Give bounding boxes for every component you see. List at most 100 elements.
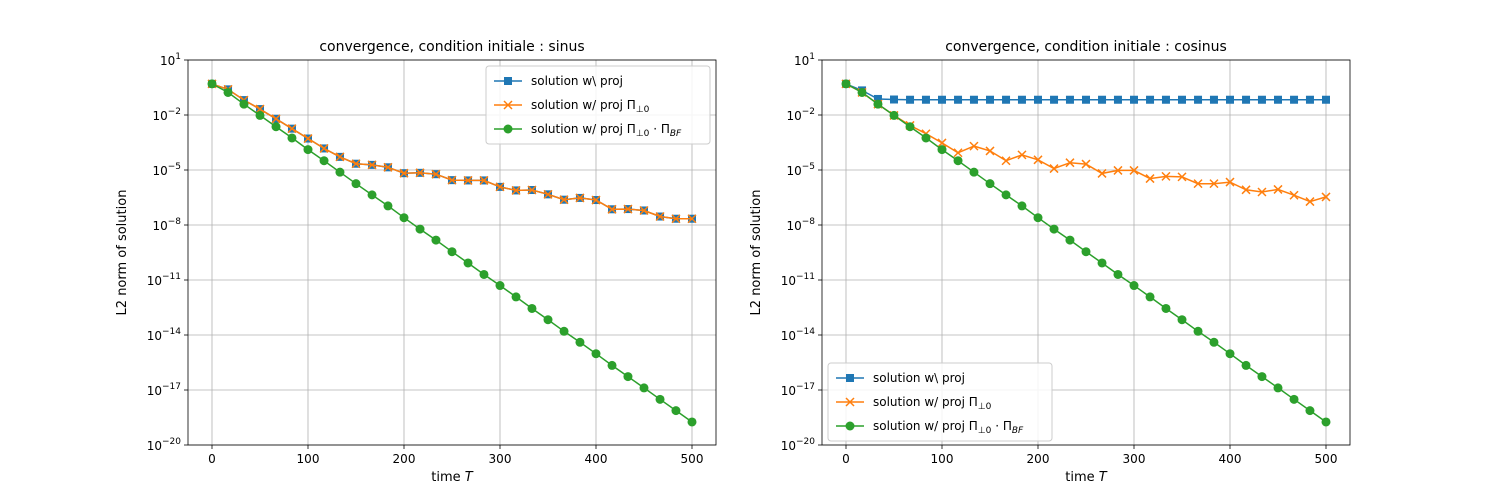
y-tick-label: 10−14 xyxy=(147,327,182,343)
series-2-point xyxy=(383,162,393,172)
legend-item-3: solution w/ proj Π⊥0 · ΠBF xyxy=(836,419,1024,436)
series-3 xyxy=(841,79,1331,427)
y-axis-label: L2 norm of solution xyxy=(115,190,130,316)
series-3-point xyxy=(1209,337,1219,347)
series-1-point xyxy=(1002,95,1011,104)
chart-title: convergence, condition initiale : cosinu… xyxy=(945,39,1227,55)
series-1-point xyxy=(1050,95,1059,104)
series-3-point xyxy=(1193,326,1203,336)
series-1-point xyxy=(906,95,915,104)
series-3-point xyxy=(1001,190,1011,200)
series-2-point xyxy=(671,214,681,224)
x-axis-label: time T xyxy=(1065,470,1108,485)
series-1-point xyxy=(986,95,994,104)
series-3-point xyxy=(463,258,473,268)
series-2-point xyxy=(1193,179,1203,189)
series-2-point xyxy=(1289,190,1299,200)
series-3-point xyxy=(351,179,361,189)
legend-marker xyxy=(845,397,855,407)
series-1-point xyxy=(1226,95,1234,104)
legend-item-2: solution w/ proj Π⊥0 xyxy=(836,395,992,412)
series-3-point xyxy=(1065,235,1075,245)
legend-label: solution w\ proj xyxy=(531,74,623,88)
series-2-point xyxy=(1209,179,1219,189)
series-2-point xyxy=(953,148,963,158)
y-tick-label: 10−2 xyxy=(786,107,815,123)
series-3-point xyxy=(1273,383,1283,393)
series-3-point xyxy=(1161,303,1171,313)
y-tick-label: 10−20 xyxy=(781,437,816,453)
legend-item-2: solution w/ proj Π⊥0 xyxy=(494,98,650,115)
x-tick-label: 400 xyxy=(1219,452,1242,466)
series-3-point xyxy=(1177,315,1187,325)
series-1-point xyxy=(1322,95,1330,104)
left-chart-panel: 0 100 200 300 400 500 101 10−2 10−5 10−8 10−11 10−1… xyxy=(115,39,717,485)
series-2-point xyxy=(1257,187,1267,197)
series-3-point xyxy=(239,99,249,109)
series-3-point xyxy=(873,99,883,109)
x-tick-label: 200 xyxy=(393,452,416,466)
legend-marker xyxy=(503,100,513,110)
series-2-point xyxy=(1305,197,1315,207)
y-tick-label: 10−11 xyxy=(781,272,815,288)
series-1-point xyxy=(1209,95,1218,104)
series-2-point xyxy=(687,214,697,224)
x-tick-label: 300 xyxy=(489,452,512,466)
y-tick-label: 10−8 xyxy=(152,217,181,233)
series-1-point xyxy=(1065,95,1074,104)
x-tick-label: 200 xyxy=(1027,452,1050,466)
y-tick-label: 10−14 xyxy=(781,327,816,343)
series-2-point xyxy=(415,168,425,178)
series-3-point xyxy=(1145,292,1155,302)
series-2-point xyxy=(1017,150,1027,160)
x-tick-label: 300 xyxy=(1123,452,1146,466)
legend-label: solution w/ proj Π⊥0 xyxy=(531,98,650,115)
series-2-point xyxy=(1113,165,1123,175)
series-1 xyxy=(842,79,1330,104)
series-1-point xyxy=(873,94,882,103)
series-3-point xyxy=(1129,281,1139,291)
legend: solution w\ proj solution w/ proj Π⊥0 solu… xyxy=(485,65,711,145)
series-3-point xyxy=(335,167,345,177)
series-2-point xyxy=(319,143,329,153)
series-2-point xyxy=(559,195,569,205)
y-tick-label: 10−11 xyxy=(147,272,181,288)
series-1-point xyxy=(1257,95,1266,104)
series-3-point xyxy=(607,360,617,370)
series-1-point xyxy=(1113,95,1122,104)
series-2-point xyxy=(303,134,313,144)
plot-area xyxy=(841,79,1331,427)
series-3-point xyxy=(223,87,233,97)
series-3-point xyxy=(687,417,697,427)
legend-item-3: solution w/ proj Π⊥0 · ΠBF xyxy=(494,122,682,139)
x-tick-label: 100 xyxy=(297,452,320,466)
series-3-point xyxy=(1257,372,1267,382)
series-2-point xyxy=(1241,185,1251,195)
series-3-point xyxy=(543,315,553,325)
series-3-point xyxy=(303,145,313,155)
series-2-point xyxy=(639,205,649,216)
series-2-point xyxy=(527,185,537,195)
x-tick-label: 500 xyxy=(681,452,704,466)
series-3-point xyxy=(495,281,505,291)
legend-label: solution w/ proj Π⊥0 · ΠBF xyxy=(873,419,1024,436)
series-3-point xyxy=(383,201,393,211)
series-3-point xyxy=(575,337,585,347)
legend-marker xyxy=(504,77,512,85)
legend: solution w\ proj solution w/ proj Π⊥0 solu… xyxy=(827,362,1053,442)
series-3-point xyxy=(1033,213,1043,223)
series-2-point xyxy=(463,175,473,185)
y-tick-label: 10−17 xyxy=(147,382,181,398)
series-2-point xyxy=(479,175,489,185)
series-1-point xyxy=(1290,95,1299,104)
legend-box xyxy=(485,65,711,145)
series-2-point xyxy=(447,175,457,185)
series-3-point xyxy=(255,110,265,120)
plot-area xyxy=(207,79,697,427)
series-3-point xyxy=(1081,247,1091,257)
series-2-point xyxy=(937,138,947,148)
legend-item-1: solution w\ proj xyxy=(836,371,965,385)
series-2-point xyxy=(351,159,361,169)
right-chart-panel: 0 100 200 300 400 500 101 10−2 10−5 10−8 10−11 10−1… xyxy=(749,39,1351,485)
